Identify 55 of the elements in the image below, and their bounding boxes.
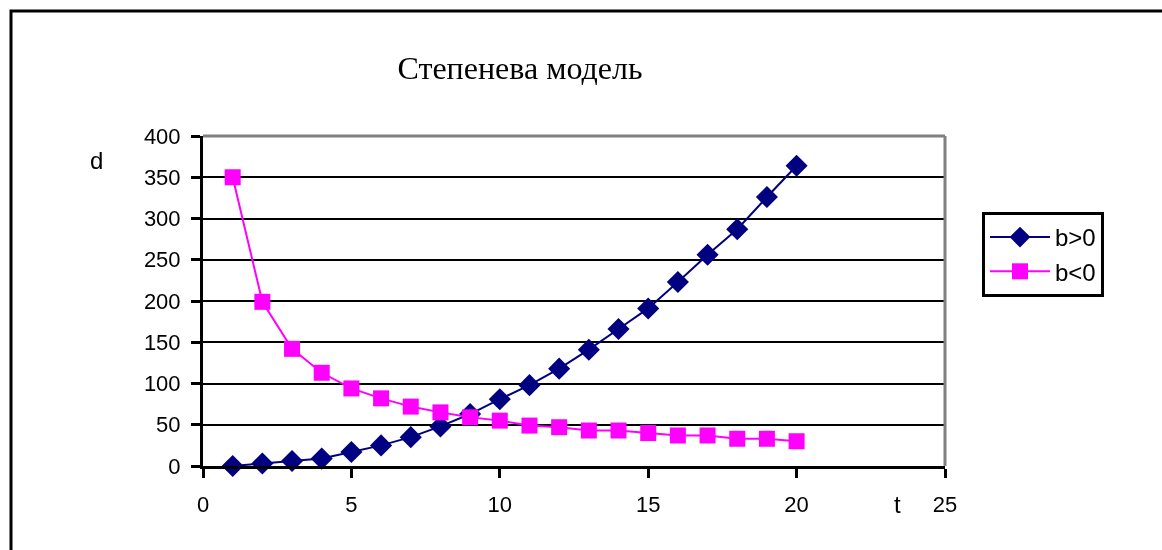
point [610, 422, 627, 439]
point [370, 434, 393, 457]
point [280, 450, 304, 473]
point [726, 218, 749, 241]
point [491, 412, 508, 429]
point [224, 169, 241, 186]
y-tick-label: 150 [143, 329, 181, 355]
point [669, 427, 686, 444]
point [548, 357, 571, 380]
point [696, 243, 719, 266]
point [640, 425, 657, 441]
point [402, 398, 419, 415]
point [399, 426, 422, 449]
point [518, 374, 541, 397]
point [343, 380, 360, 397]
legend-label: b>0 [1055, 224, 1096, 252]
x-axis-title: t [894, 491, 901, 518]
y-tick-label: 300 [143, 206, 181, 232]
y-tick-label: 200 [143, 288, 181, 314]
x-tick-label: 25 [932, 492, 958, 518]
y-tick-label: 0 [168, 453, 181, 479]
point [699, 427, 716, 444]
y-tick-label: 400 [143, 123, 181, 149]
point [785, 154, 808, 177]
point [666, 270, 689, 294]
legend-label: b<0 [1055, 258, 1096, 286]
point [607, 318, 630, 341]
y-axis-title: d [90, 147, 104, 174]
point [373, 390, 390, 407]
point [521, 417, 538, 434]
point [488, 388, 511, 411]
point [580, 422, 597, 439]
x-tick-label: 0 [196, 492, 210, 518]
point [462, 409, 479, 426]
y-tick-label: 350 [143, 164, 181, 190]
point [432, 404, 449, 421]
point [788, 433, 805, 450]
y-tick-label: 100 [143, 371, 181, 397]
x-tick-label: 5 [345, 492, 358, 518]
point [340, 440, 363, 464]
y-tick-label: 50 [156, 412, 181, 438]
point [551, 419, 568, 436]
point [577, 338, 600, 361]
point [758, 430, 775, 447]
chart-title: Степенева модель [397, 50, 643, 87]
point [729, 430, 746, 447]
x-tick-label: 10 [487, 492, 513, 518]
point [284, 340, 301, 357]
point [254, 293, 271, 310]
point [755, 186, 778, 209]
x-tick-label: 15 [635, 492, 661, 518]
y-tick-label: 250 [143, 247, 181, 273]
x-tick-label: 20 [784, 492, 809, 518]
point [313, 364, 330, 381]
point [637, 297, 660, 320]
